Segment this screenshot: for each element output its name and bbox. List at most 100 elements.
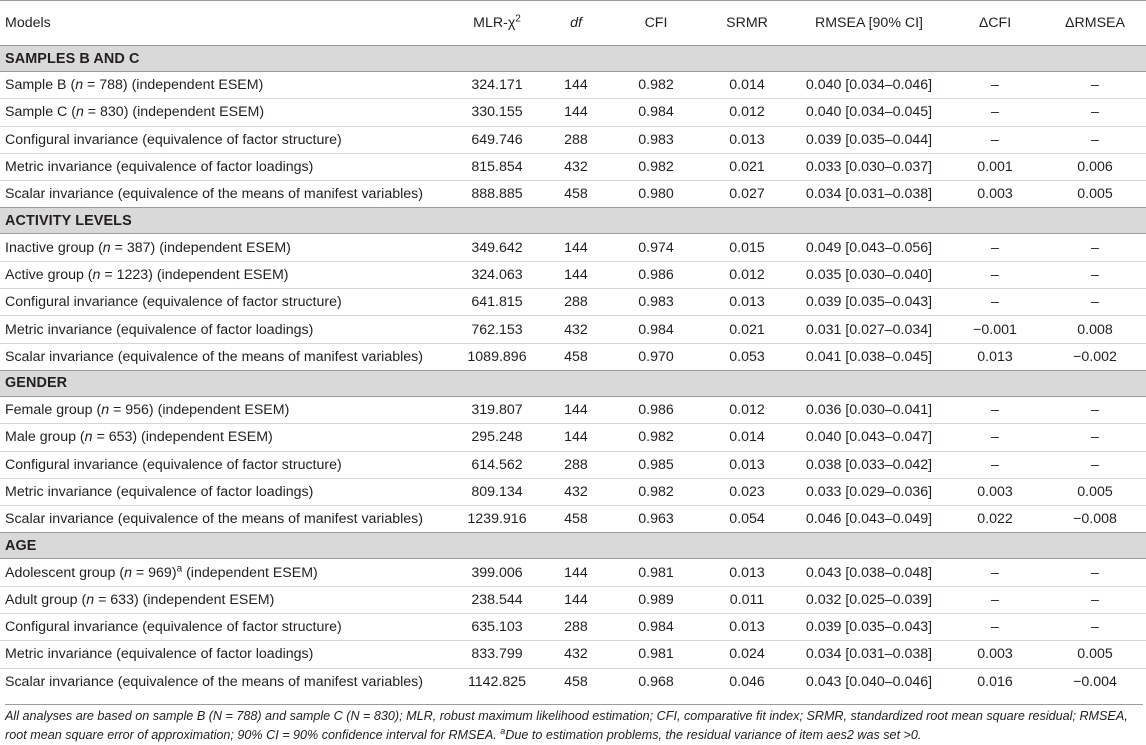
cell-df: 144 xyxy=(542,396,610,425)
model-cell: Configural invariance (equivalence of fa… xyxy=(0,288,452,317)
cell-df: 144 xyxy=(542,71,610,100)
cell-rmsea: 0.041 [0.038–0.045] xyxy=(805,348,933,365)
model-text-rest: = 830) (independent ESEM) xyxy=(83,104,265,121)
cell-srmr: 0.014 xyxy=(702,71,792,100)
cell-mlr: 330.155 xyxy=(452,98,542,127)
table-body: SAMPLES B AND C Sample B (n = 788) (indep… xyxy=(0,45,1146,695)
model-text-tail: (independent ESEM) xyxy=(182,564,318,581)
model-n-symbol: n xyxy=(75,77,84,94)
cell-cfi: 0.986 xyxy=(610,396,702,425)
model-cell: Scalar invariance (equivalence of the me… xyxy=(0,506,452,533)
cell-rmsea: 0.043 [0.038–0.048] xyxy=(792,558,946,587)
cell-mlr: 888.885 xyxy=(471,186,523,203)
footnote-text: All analyses are based on sample B (N = … xyxy=(5,709,1128,742)
cell-df: 144 xyxy=(542,98,610,127)
cell-df: 458 xyxy=(564,673,588,690)
cell-mlr: 649.746 xyxy=(452,126,542,154)
table-row: Metric invariance (equivalence of factor… xyxy=(0,315,1146,344)
model-n-symbol: n xyxy=(75,104,84,121)
footnote-text-2: Due to estimation problems, the residual… xyxy=(505,727,922,742)
model-cell: Female group (n = 956) (independent ESEM… xyxy=(0,396,452,425)
model-cell: Adolescent group (n = 969)a (independent… xyxy=(0,558,452,587)
cell-drmsea: – xyxy=(1044,126,1146,154)
cell-srmr: 0.013 xyxy=(702,126,792,154)
table-row: Metric invariance (equivalence of factor… xyxy=(0,640,1146,669)
cell-srmr: 0.046 xyxy=(729,673,765,690)
cell-cfi: 0.984 xyxy=(610,613,702,642)
cell-cfi: 0.986 xyxy=(610,261,702,290)
cell-drmsea: – xyxy=(1044,98,1146,127)
cell-dcfi: – xyxy=(946,261,1044,290)
model-text: Sample B ( xyxy=(5,77,76,94)
cell-mlr: 324.063 xyxy=(452,261,542,290)
cell-mlr: 324.171 xyxy=(452,71,542,100)
cell-mlr: 295.248 xyxy=(452,423,542,452)
cell-df: 144 xyxy=(542,423,610,452)
cell-mlr: 815.854 xyxy=(452,153,542,182)
model-cell: Configural invariance (equivalence of fa… xyxy=(0,126,452,154)
cell-dcfi: – xyxy=(946,613,1044,642)
model-cell: Male group (n = 653) (independent ESEM) xyxy=(0,423,452,452)
cell-rmsea: 0.032 [0.025–0.039] xyxy=(792,586,946,615)
model-cell: Metric invariance (equivalence of factor… xyxy=(0,315,452,344)
cell-mlr: 238.544 xyxy=(452,586,542,615)
model-cell: Metric invariance (equivalence of factor… xyxy=(0,478,452,507)
model-text: Metric invariance (equivalence of factor… xyxy=(5,646,314,663)
cell-drmsea: – xyxy=(1044,423,1146,452)
model-n-symbol: n xyxy=(92,266,101,283)
model-text: Adult group ( xyxy=(5,591,87,608)
model-cell: Sample C (n = 830) (independent ESEM) xyxy=(0,98,452,127)
cell-srmr: 0.021 xyxy=(702,153,792,182)
cell-drmsea: 0.005 xyxy=(1077,186,1113,203)
cell-rmsea: 0.033 [0.030–0.037] xyxy=(792,153,946,182)
model-text: Configural invariance (equivalence of fa… xyxy=(5,131,342,148)
model-text-rest: = 387) (independent ESEM) xyxy=(110,239,291,256)
model-text: Metric invariance (equivalence of factor… xyxy=(5,321,314,338)
table-row: Adult group (n = 633) (independent ESEM)… xyxy=(0,586,1146,615)
model-text: Metric invariance (equivalence of factor… xyxy=(5,484,314,500)
cell-cfi: 0.974 xyxy=(610,233,702,262)
model-cell: Sample B (n = 788) (independent ESEM) xyxy=(0,71,452,100)
header-mlr-sup: 2 xyxy=(515,13,521,25)
header-delta-rmsea: ΔRMSEA xyxy=(1044,0,1146,46)
cell-srmr: 0.012 xyxy=(702,261,792,290)
cell-cfi: 0.981 xyxy=(610,558,702,587)
model-text: Configural invariance (equivalence of fa… xyxy=(5,294,342,311)
cell-df: 144 xyxy=(542,558,610,587)
cell-rmsea: 0.039 [0.035–0.043] xyxy=(792,613,946,642)
cell-srmr: 0.013 xyxy=(702,613,792,642)
cell-dcfi: 0.016 xyxy=(977,673,1013,690)
cell-dcfi: 0.013 xyxy=(977,348,1013,365)
table-row: Active group (n = 1223) (independent ESE… xyxy=(0,261,1146,290)
cell-rmsea: 0.035 [0.030–0.040] xyxy=(792,261,946,290)
cell-drmsea: −0.004 xyxy=(1073,673,1117,690)
cell-drmsea: – xyxy=(1044,613,1146,642)
table-row: Configural invariance (equivalence of fa… xyxy=(0,288,1146,317)
cell-df: 288 xyxy=(542,288,610,317)
cell-dcfi: – xyxy=(946,233,1044,262)
model-cell: Active group (n = 1223) (independent ESE… xyxy=(0,261,452,290)
model-cell: Configural invariance (equivalence of fa… xyxy=(0,451,452,479)
section-header-row: AGE xyxy=(0,532,1146,560)
model-cell: Inactive group (n = 387) (independent ES… xyxy=(0,233,452,262)
footnote-sup: a xyxy=(500,725,506,736)
model-text: Inactive group ( xyxy=(5,239,103,256)
cell-drmsea: – xyxy=(1044,288,1146,317)
table-row: Inactive group (n = 387) (independent ES… xyxy=(0,233,1146,262)
model-text: Male group ( xyxy=(5,429,85,446)
model-text: Configural invariance (equivalence of fa… xyxy=(5,619,342,636)
cell-cfi: 0.983 xyxy=(610,126,702,154)
cell-mlr: 641.815 xyxy=(452,288,542,317)
cell-cfi: 0.982 xyxy=(610,478,702,507)
cell-mlr: 1142.825 xyxy=(467,673,527,690)
cell-mlr: 1239.916 xyxy=(467,511,527,528)
cell-df: 288 xyxy=(542,126,610,154)
model-text-rest: = 1223) (independent ESEM) xyxy=(100,266,289,283)
cell-cfi: 0.982 xyxy=(610,153,702,182)
model-n-symbol: n xyxy=(101,402,110,419)
cell-cfi: 0.968 xyxy=(638,673,674,690)
header-mlr-label: MLR-χ xyxy=(473,15,516,31)
model-text-rest: = 956) (independent ESEM) xyxy=(109,402,290,419)
table-row: Configural invariance (equivalence of fa… xyxy=(0,613,1146,642)
